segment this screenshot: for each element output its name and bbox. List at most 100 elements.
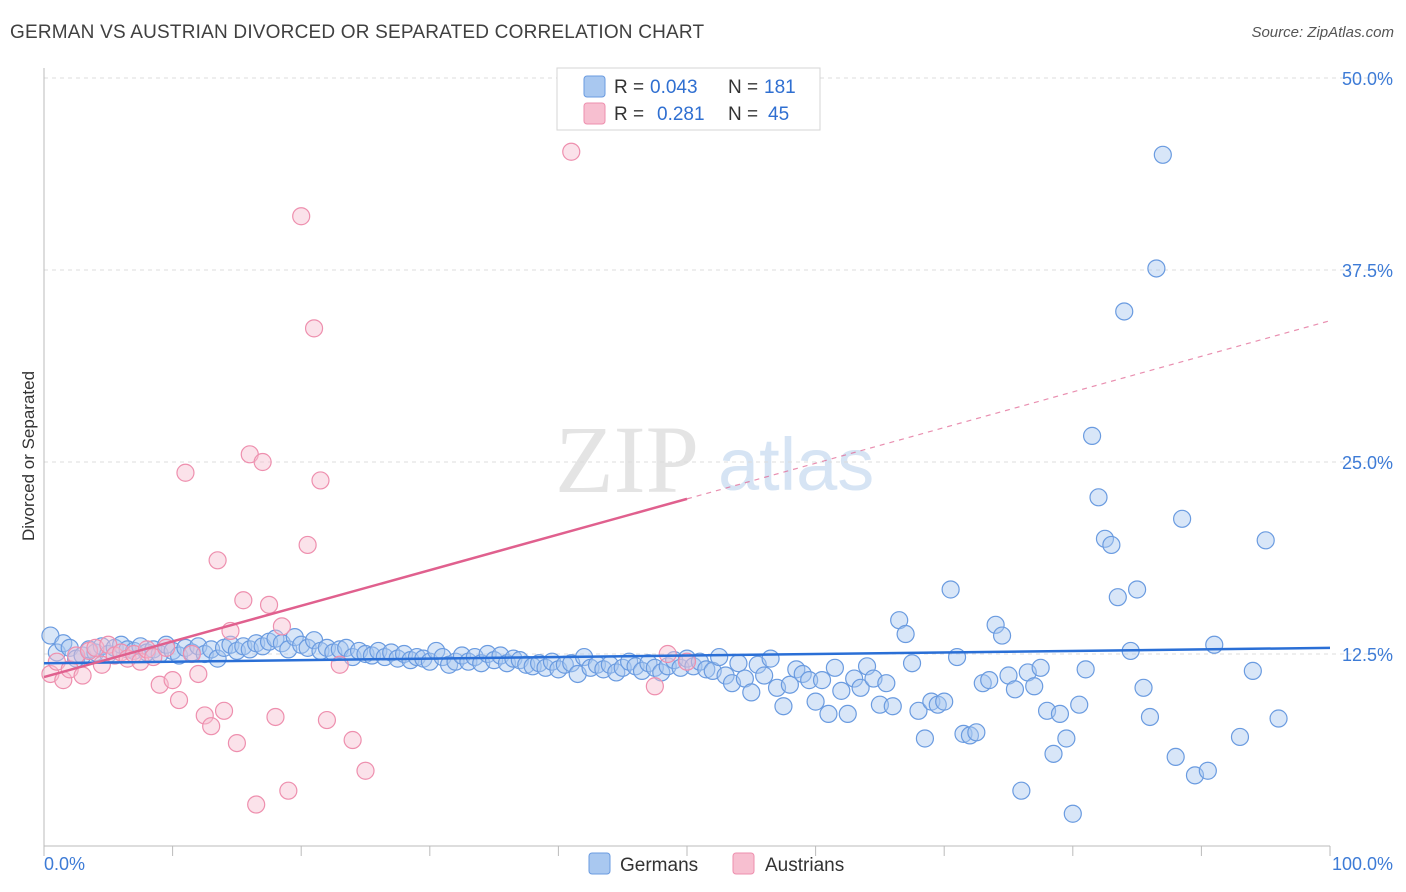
bottom-legend-germans: Germans: [620, 855, 698, 876]
legend-n-value-1: 181: [764, 77, 796, 98]
german-point: [1153, 145, 1172, 164]
german-point: [1198, 761, 1217, 780]
german-point: [812, 671, 832, 690]
bottom-legend-swatch-austrians: [732, 852, 755, 875]
x-tick-label-max: 100.0%: [1332, 854, 1393, 874]
german-point: [1127, 580, 1147, 599]
legend-r-value-2: 0.281: [657, 104, 705, 125]
austrian-point: [292, 207, 311, 226]
austrian-point: [279, 781, 298, 800]
austrian-point: [189, 664, 208, 684]
austrian-point: [645, 677, 664, 696]
austrian-trendline-dashed: [686, 320, 1331, 500]
german-point: [980, 671, 999, 690]
german-point: [851, 678, 870, 697]
watermark: ZIP atlas: [555, 406, 874, 513]
german-point: [909, 701, 928, 720]
legend-swatch-germans: [583, 75, 606, 98]
watermark-atlas: atlas: [718, 423, 874, 506]
german-point: [1031, 658, 1050, 677]
source-label: Source: ZipAtlas.com: [1251, 24, 1394, 41]
german-point: [902, 654, 922, 673]
legend-n-value-2: 45: [768, 104, 789, 125]
chart-title: GERMAN VS AUSTRIAN DIVORCED OR SEPARATED…: [10, 22, 705, 43]
german-point: [935, 692, 954, 711]
german-point: [806, 692, 825, 711]
german-point: [986, 615, 1005, 634]
bottom-legend-austrians: Austrians: [765, 855, 844, 876]
y-tick-label: 50.0%: [1342, 69, 1393, 89]
german-point: [1108, 588, 1127, 607]
austrian-point: [562, 142, 581, 161]
german-point: [1070, 695, 1089, 714]
y-tick-label: 37.5%: [1342, 261, 1393, 281]
german-point: [915, 729, 935, 748]
austrian-point: [202, 717, 221, 736]
austrian-point: [356, 761, 375, 780]
german-point: [883, 697, 902, 716]
german-point: [967, 723, 986, 742]
german-point: [755, 666, 774, 685]
german-point: [1005, 680, 1025, 699]
legend-swatch-austrians: [583, 102, 606, 125]
x-tick-label-min: 0.0%: [44, 854, 85, 874]
german-point: [845, 669, 864, 688]
legend-n-label-2: N =: [728, 104, 758, 125]
german-point: [1102, 535, 1121, 555]
german-point: [1173, 509, 1192, 528]
german-point: [941, 580, 960, 599]
german-point: [1205, 635, 1224, 654]
austrian-point: [195, 706, 214, 725]
german-point: [877, 674, 896, 693]
german-point: [1050, 704, 1070, 724]
top-legend: R = 0.043 N = 181 R = 0.281 N = 45: [556, 67, 821, 131]
german-point: [1044, 744, 1063, 763]
german-point: [208, 649, 227, 668]
x-ticks: [43, 846, 1331, 856]
austrian-point: [343, 730, 362, 750]
german-point: [1166, 747, 1185, 767]
german-point: [832, 681, 851, 700]
legend-r-label-2: R =: [614, 104, 644, 125]
austrian-point: [227, 733, 246, 753]
gridlines: [44, 77, 1393, 655]
german-point: [1057, 729, 1076, 748]
german-point: [1256, 531, 1275, 550]
bottom-legend: Germans Austrians: [588, 852, 844, 876]
austrian-point: [298, 535, 317, 555]
austrian-point: [677, 652, 697, 671]
austrian-point: [176, 463, 195, 482]
german-point: [710, 647, 729, 667]
austrian-point: [266, 707, 285, 727]
bottom-legend-swatch-germans: [588, 852, 611, 875]
austrian-point: [247, 795, 266, 814]
german-point: [800, 671, 819, 690]
german-point: [729, 654, 748, 673]
german-point: [1243, 661, 1262, 680]
german-point: [1115, 302, 1134, 321]
austrian-point: [259, 595, 279, 614]
y-tick-labels: 12.5% 25.0% 37.5% 50.0%: [1342, 69, 1393, 665]
austrian-point: [208, 551, 227, 570]
german-point: [697, 660, 716, 679]
legend-r-value-1: 0.043: [650, 77, 698, 98]
german-point: [1147, 259, 1166, 278]
german-point: [1012, 781, 1031, 800]
y-tick-label: 25.0%: [1342, 453, 1393, 473]
german-point: [819, 704, 838, 724]
german-point: [1140, 707, 1160, 727]
austrian-point: [311, 471, 330, 490]
austrian-point: [182, 644, 201, 664]
austrian-point: [272, 617, 292, 636]
austrian-point: [253, 452, 272, 472]
german-points: [41, 145, 1288, 823]
german-point: [1063, 804, 1082, 823]
german-point: [1025, 677, 1044, 696]
y-axis-label: Divorced or Separated: [19, 371, 38, 541]
trendlines: [43, 320, 1331, 679]
german-point: [1230, 727, 1250, 747]
german-point: [1269, 709, 1288, 728]
austrian-point: [658, 644, 677, 664]
german-trendline: [43, 646, 1331, 665]
